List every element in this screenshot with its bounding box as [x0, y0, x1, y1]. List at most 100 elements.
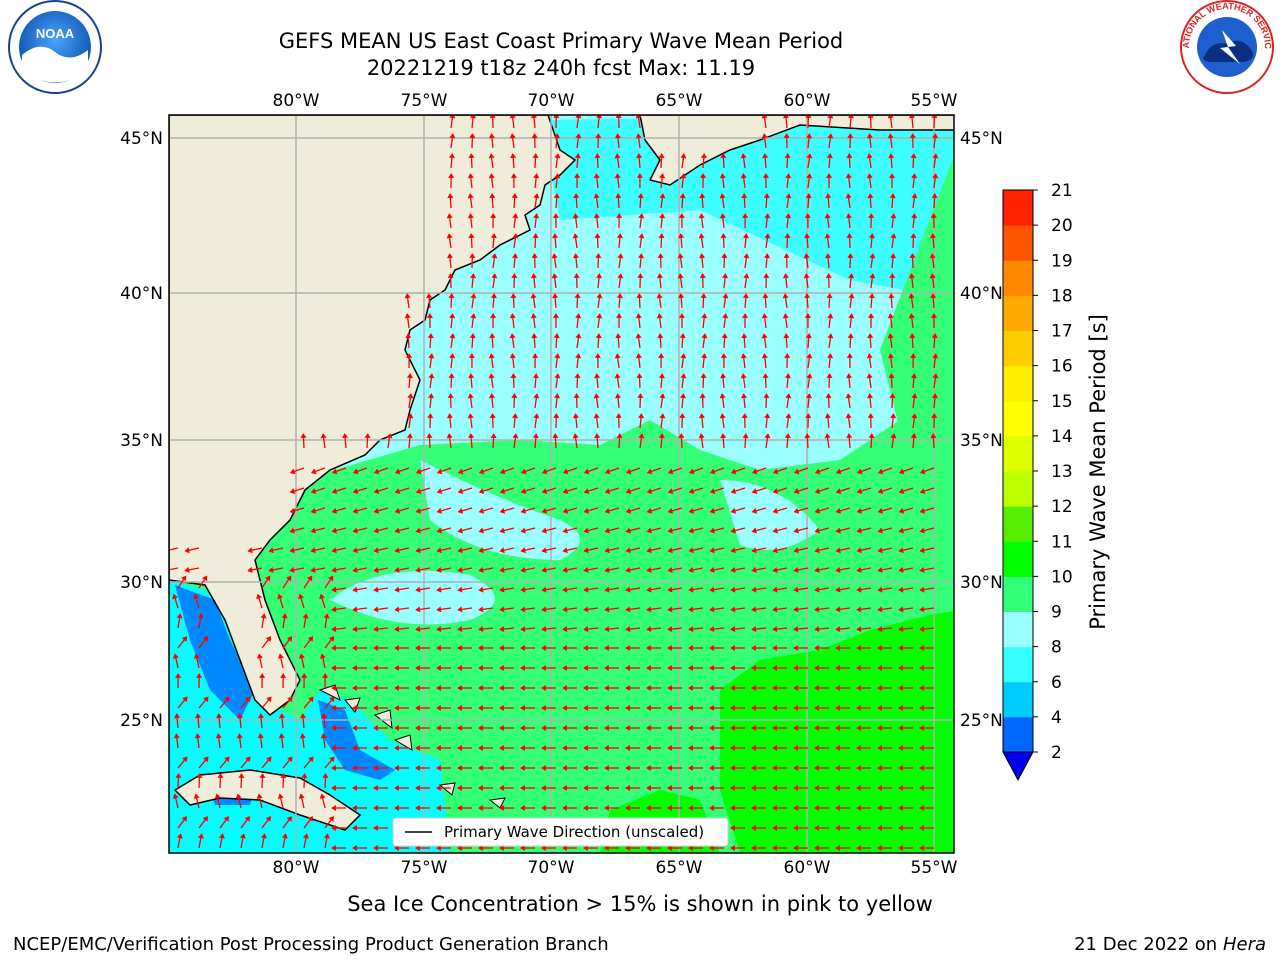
- wave-arrow-head: [751, 844, 756, 852]
- wave-arrow-head: [856, 547, 862, 554]
- wave-arrow-head: [709, 804, 714, 812]
- wave-arrow-head: [478, 488, 485, 494]
- wave-arrow-head: [322, 673, 329, 678]
- wave-arrow-head: [583, 724, 588, 732]
- wave-arrow-head: [604, 606, 610, 613]
- wave-arrow-head: [373, 824, 378, 832]
- wave-arrow-head: [911, 393, 918, 399]
- wave-arrow-head: [806, 173, 813, 179]
- wave-arrow-head: [289, 566, 295, 573]
- wave-arrow-head: [594, 353, 601, 358]
- wave-arrow-head: [386, 433, 393, 439]
- wave-arrow-head: [373, 626, 379, 633]
- wave-arrow-head: [785, 173, 792, 179]
- wave-arrow-head: [625, 744, 630, 752]
- wave-arrow-head: [394, 507, 401, 514]
- lon-label: 75°W: [401, 858, 448, 878]
- wave-arrow-head: [785, 413, 792, 419]
- wave-arrow-head: [427, 413, 434, 418]
- wave-arrow-head: [772, 626, 778, 633]
- wave-arrow-head: [806, 153, 813, 159]
- wave-arrow-head: [680, 173, 687, 179]
- wave-arrow-head: [510, 293, 517, 299]
- wave-arrow-head: [898, 684, 903, 692]
- wave-arrow-head: [625, 684, 630, 692]
- wave-arrow-head: [932, 173, 939, 179]
- wave-arrow-head: [919, 684, 924, 692]
- wave-arrow-head: [763, 393, 770, 399]
- wave-arrow-head: [720, 233, 727, 239]
- wave-arrow-head: [173, 713, 181, 719]
- wave-arrow-head: [856, 784, 861, 792]
- lon-label: 65°W: [656, 858, 703, 878]
- wave-arrow-head: [898, 764, 903, 772]
- wave-arrow-head: [278, 713, 286, 719]
- wave-arrow-head: [286, 816, 292, 822]
- wave-arrow-head: [877, 527, 883, 534]
- wave-arrow-head: [877, 507, 884, 514]
- wave-arrow-head: [266, 696, 272, 703]
- wave-arrow-head: [467, 413, 474, 419]
- wave-arrow-head: [763, 273, 770, 278]
- wave-arrow-head: [825, 393, 832, 399]
- wave-arrow-head: [741, 193, 748, 199]
- wave-arrow-head: [520, 468, 527, 475]
- wave-arrow-head: [202, 816, 208, 822]
- wave-arrow-head: [593, 393, 600, 399]
- wave-arrow-head: [856, 724, 861, 732]
- wave-arrow-head: [553, 413, 560, 418]
- wave-arrow-head: [898, 744, 903, 752]
- wave-arrow-head: [478, 684, 483, 692]
- wave-arrow-head: [638, 233, 645, 239]
- colorbar-segment: [1003, 576, 1033, 612]
- wave-arrow-head: [688, 468, 695, 475]
- wave-arrow-head: [919, 626, 925, 633]
- wave-arrow-head: [636, 373, 643, 379]
- wave-arrow-head: [919, 507, 926, 514]
- wave-arrow-head: [328, 636, 335, 642]
- lon-label: 55°W: [911, 91, 958, 111]
- wave-arrow-head: [646, 784, 651, 792]
- wave-arrow-head: [751, 744, 756, 752]
- wave-arrow-head: [919, 744, 924, 752]
- wave-arrow-head: [877, 784, 882, 792]
- wave-arrow-head: [814, 804, 819, 812]
- colorbar-segment: [1003, 190, 1033, 226]
- wave-arrow-head: [751, 566, 757, 573]
- wave-arrow-head: [898, 844, 903, 852]
- wave-arrow-head: [488, 393, 496, 399]
- wave-arrow-head: [604, 626, 610, 633]
- colorbar-tick-label: 20: [1051, 216, 1073, 236]
- wave-arrow-head: [331, 744, 336, 752]
- wave-arrow-head: [289, 507, 296, 514]
- wave-arrow-head: [740, 353, 747, 359]
- wave-arrow-head: [265, 575, 271, 582]
- wave-arrow-head: [457, 644, 462, 652]
- wave-arrow-head: [803, 253, 810, 259]
- wave-arrow-head: [320, 713, 328, 719]
- wave-arrow-head: [784, 233, 791, 239]
- wave-arrow-head: [784, 153, 791, 159]
- wave-arrow-head: [667, 704, 672, 712]
- wave-arrow-head: [772, 468, 779, 475]
- wave-arrow-head: [805, 333, 812, 339]
- lat-label: 35°N: [120, 431, 163, 451]
- wave-arrow-head: [932, 153, 939, 159]
- wave-arrow-head: [541, 586, 547, 593]
- wave-arrow-head: [541, 804, 546, 812]
- wave-arrow-head: [331, 844, 336, 852]
- wave-arrow-head: [541, 566, 547, 573]
- wave-arrow-head: [259, 673, 266, 678]
- wave-arrow-head: [218, 833, 225, 839]
- wave-arrow-head: [877, 764, 882, 772]
- wave-arrow-head: [352, 824, 357, 832]
- wave-arrow-head: [719, 213, 726, 219]
- wave-arrow-head: [722, 273, 729, 279]
- wave-arrow-head: [352, 547, 358, 554]
- wave-arrow-head: [688, 744, 693, 752]
- wave-arrow-head: [499, 606, 505, 613]
- wave-arrow-head: [835, 724, 840, 732]
- wave-arrow-head: [932, 353, 939, 359]
- wave-arrow-head: [856, 527, 862, 534]
- wave-arrow-head: [814, 468, 821, 475]
